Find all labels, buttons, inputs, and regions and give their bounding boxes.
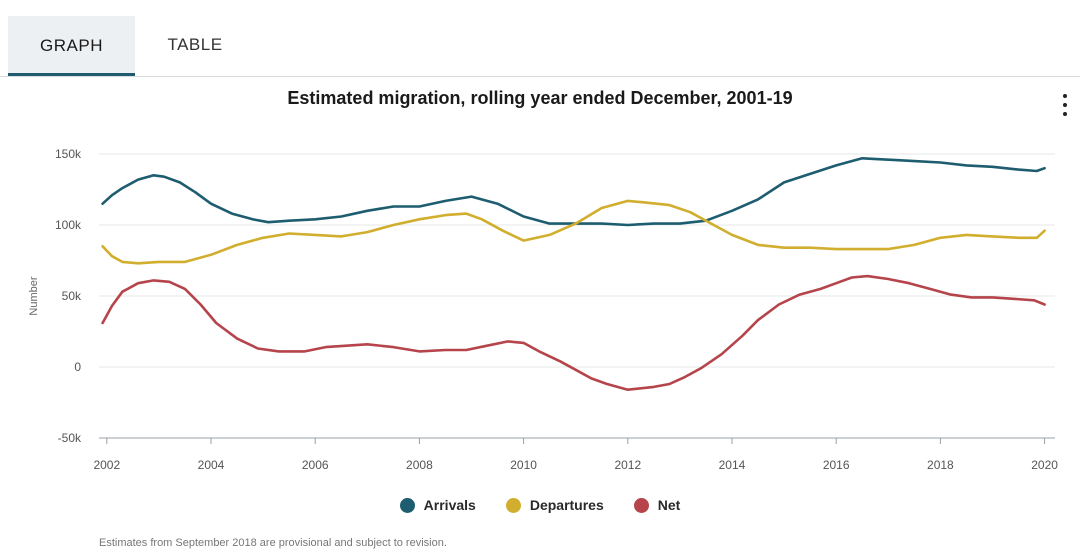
x-tick-label: 2004 bbox=[198, 458, 225, 472]
x-tick-label: 2002 bbox=[93, 458, 120, 472]
legend-swatch bbox=[505, 497, 521, 513]
y-tick-label: 100k bbox=[55, 218, 82, 232]
legend-swatch bbox=[399, 497, 415, 513]
legend-item-net[interactable]: Net bbox=[633, 497, 681, 513]
legend-label: Net bbox=[657, 497, 681, 513]
legend-swatch bbox=[633, 497, 649, 513]
tab-table[interactable]: TABLE bbox=[167, 35, 223, 54]
x-tick-label: 2020 bbox=[1031, 458, 1058, 472]
tab-graph[interactable]: GRAPH bbox=[8, 16, 135, 76]
legend-label: Arrivals bbox=[423, 497, 476, 513]
y-tick-label: 150k bbox=[55, 147, 82, 161]
x-tick-label: 2006 bbox=[302, 458, 329, 472]
x-tick-label: 2008 bbox=[406, 458, 433, 472]
tab-bar: GRAPH TABLE bbox=[0, 0, 1080, 77]
legend-item-arrivals[interactable]: Arrivals bbox=[399, 497, 476, 513]
y-axis-label: Number bbox=[28, 276, 40, 315]
series-line-net bbox=[101, 274, 1046, 391]
series-line-departures bbox=[101, 199, 1046, 265]
y-tick-label: 50k bbox=[62, 289, 82, 303]
legend-item-departures[interactable]: Departures bbox=[505, 497, 604, 513]
y-tick-label: -50k bbox=[58, 431, 82, 445]
chart-legend: Arrivals Departures Net bbox=[0, 494, 1080, 516]
chart-title: Estimated migration, rolling year ended … bbox=[287, 88, 793, 108]
series-line-arrivals bbox=[101, 157, 1046, 227]
y-tick-label: 0 bbox=[74, 360, 81, 374]
x-tick-label: 2018 bbox=[927, 458, 954, 472]
x-tick-label: 2010 bbox=[510, 458, 537, 472]
x-tick-label: 2014 bbox=[719, 458, 746, 472]
x-tick-label: 2012 bbox=[614, 458, 641, 472]
legend-label: Departures bbox=[529, 497, 604, 513]
x-tick-label: 2016 bbox=[823, 458, 850, 472]
kebab-menu-icon[interactable] bbox=[1057, 94, 1073, 120]
footnote: Estimates from September 2018 are provis… bbox=[99, 537, 447, 549]
